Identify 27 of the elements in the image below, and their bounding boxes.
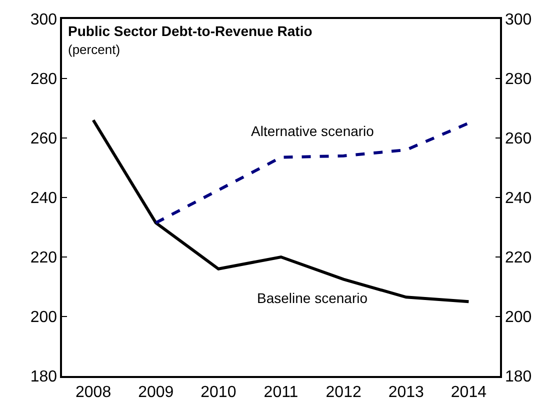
y2-tick-label: 240 — [504, 190, 532, 208]
line-series — [154, 122, 470, 224]
y-tick-label: 300 — [30, 12, 58, 29]
x-tick-label: 2013 — [388, 384, 424, 401]
y-tick-label: 240 — [30, 190, 58, 208]
chart-title: Public Sector Debt-to-Revenue Ratio — [68, 23, 312, 39]
y2-tick-label: 280 — [504, 71, 532, 88]
text: (percent) — [68, 42, 120, 57]
x-tick-label: 2012 — [326, 384, 362, 401]
y-tick-label: 180 — [30, 368, 58, 386]
series-label: Baseline scenario — [257, 290, 368, 306]
x-tick-label: 2010 — [200, 384, 236, 401]
y-tick-label: 200 — [30, 309, 58, 326]
x-tick-label: 2009 — [138, 384, 174, 401]
x-tick-label: 2011 — [264, 384, 298, 401]
y2-tick-label: 300 — [504, 12, 532, 29]
line-series — [92, 118, 470, 304]
y-tick-label: 220 — [30, 250, 58, 267]
y2-tick-label: 260 — [504, 130, 532, 148]
y-tick-label: 260 — [30, 130, 58, 148]
y-tick-label: 280 — [30, 71, 58, 88]
x-tick-label: 2014 — [450, 384, 487, 401]
series-label: Alternative scenario — [251, 123, 374, 139]
y2-tick-label: 200 — [504, 309, 532, 326]
y2-tick-label: 220 — [504, 250, 532, 267]
y2-tick-label: 180 — [504, 368, 532, 386]
x-tick-label: 2008 — [75, 384, 112, 401]
